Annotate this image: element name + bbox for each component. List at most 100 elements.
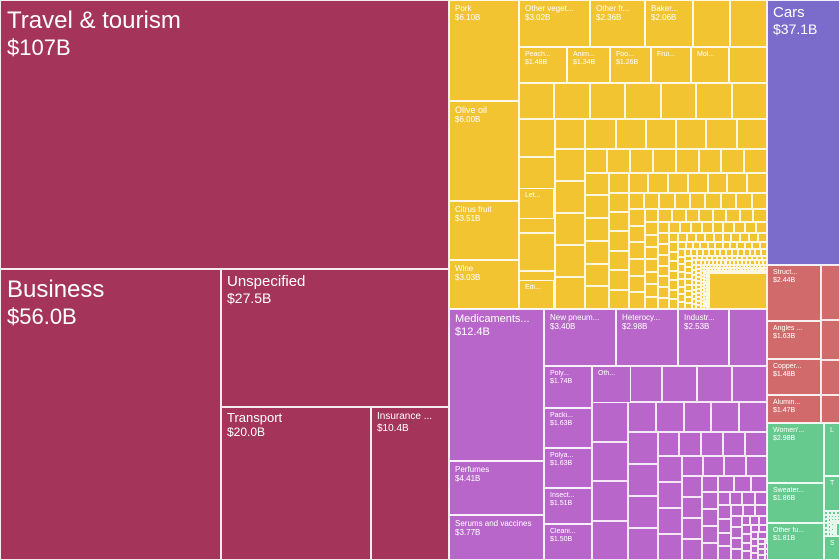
treemap-tile: [703, 264, 708, 268]
treemap-tile-lea[interactable]: Lea: [824, 423, 840, 476]
treemap-tile: [731, 549, 743, 560]
treemap-tile: [737, 242, 745, 250]
treemap-tile: [519, 83, 555, 119]
treemap-tile: [835, 520, 838, 524]
treemap-tile-t-s[interactable]: T-s: [824, 476, 840, 511]
treemap-tile-alumin[interactable]: Alumin... $1.47B: [767, 395, 821, 423]
treemap-tile-cleani[interactable]: Cleani... $1.50B: [544, 524, 592, 560]
treemap-tile: [628, 225, 645, 243]
treemap-tile-insurance[interactable]: Insurance ... $10.4B: [371, 407, 449, 560]
treemap-tile: [731, 527, 743, 539]
treemap-tile-struct[interactable]: Struct... $2.44B: [767, 265, 821, 321]
treemap-tile-business[interactable]: Business $56.0B: [0, 269, 221, 560]
treemap-tile: [833, 531, 837, 534]
treemap-tile: [628, 208, 645, 226]
tile-label: Women'...: [773, 427, 805, 434]
treemap-tile: [721, 148, 745, 173]
treemap-tile: [758, 538, 765, 544]
treemap-tile-sea[interactable]: Sea: [824, 536, 840, 560]
treemap-tile-unspecified[interactable]: Unspecified $27.5B: [221, 269, 449, 407]
treemap-tile: [831, 528, 834, 531]
treemap-tile: [696, 284, 701, 289]
treemap-tile-other-fr[interactable]: Other fr... $2.36B: [590, 0, 645, 47]
treemap-tile-wine[interactable]: Wine $3.03B: [449, 260, 519, 309]
treemap-tile: [836, 523, 840, 536]
treemap-tile: [725, 260, 730, 265]
treemap-tile: [833, 520, 836, 524]
treemap-tile-medicaments[interactable]: Medicaments... $12.4B: [449, 309, 544, 461]
treemap-tile: [727, 172, 748, 193]
treemap-tile-transport[interactable]: Transport $20.0B: [221, 407, 371, 560]
treemap-tile-perfumes[interactable]: Perfumes $4.41B: [449, 461, 544, 515]
treemap-tile: [755, 249, 762, 256]
treemap-tile: [721, 260, 726, 265]
treemap-tile-other-veget[interactable]: Other veget... $3.02B: [519, 0, 590, 47]
treemap-tile: [691, 284, 697, 290]
treemap-tile: [758, 554, 765, 560]
treemap-tile: [726, 255, 732, 261]
treemap-tile-foo[interactable]: Foo... $1.26B: [610, 47, 651, 83]
treemap-tile-anim[interactable]: Anim... $1.34B: [567, 47, 610, 83]
treemap-tile-pork[interactable]: Pork $6.10B: [449, 0, 519, 101]
treemap-tile-mol[interactable]: Mol...: [691, 47, 729, 83]
treemap-tile-olive-oil[interactable]: Olive oil $6.00B: [449, 101, 519, 201]
treemap-tile: [678, 279, 686, 287]
treemap-tile-frui[interactable]: Frui...: [651, 47, 691, 83]
treemap-tile: [736, 192, 752, 209]
treemap-tile-heterocy[interactable]: Heterocy... $2.98B: [616, 309, 678, 366]
treemap-tile: [645, 119, 677, 149]
treemap-tile-cars[interactable]: Cars $37.1B: [767, 0, 840, 265]
treemap-tile: [706, 297, 709, 300]
treemap-tile: [717, 475, 735, 492]
treemap-tile: [678, 249, 686, 257]
treemap-tile: [700, 295, 704, 299]
treemap-tile-industr[interactable]: Industr... $2.53B: [678, 309, 729, 366]
treemap-tile: [750, 260, 755, 265]
treemap-tile-insect[interactable]: Insect... $1.51B: [544, 488, 592, 524]
treemap-tile-let[interactable]: Let...: [519, 188, 554, 219]
treemap-tile: [743, 505, 756, 517]
tile-value: $3.02B: [525, 13, 551, 23]
treemap-tile: [690, 222, 702, 234]
treemap-tile: [821, 395, 840, 423]
treemap-tile-sweater[interactable]: Sweater... $1.86B: [767, 483, 824, 523]
treemap-tile-polya[interactable]: Polya... $1.63B: [544, 448, 592, 488]
treemap-tile: [700, 274, 704, 279]
treemap-tile: [691, 260, 697, 266]
treemap-tile: [696, 300, 701, 305]
treemap-tile-new-pneum[interactable]: New pneum... $3.40B: [544, 309, 616, 366]
treemap-tile-baker[interactable]: Baker... $2.06B: [645, 0, 693, 47]
treemap-tile-women[interactable]: Women'... $2.98B: [767, 423, 824, 483]
treemap-tile-poly[interactable]: Poly... $1.74B: [544, 366, 592, 408]
treemap-tile: [757, 264, 761, 268]
treemap-tile-citrus-fruit[interactable]: Citrus fruit $3.51B: [449, 201, 519, 260]
treemap-tile: [828, 532, 832, 536]
treemap-tile: [700, 288, 704, 292]
treemap-tile: [627, 366, 662, 402]
treemap-tile: [700, 267, 704, 272]
treemap-tile-edi[interactable]: Edi...: [519, 280, 554, 309]
treemap-tile: [700, 291, 704, 296]
treemap-tile: [762, 270, 765, 273]
tile-value: $6.00B: [455, 115, 481, 125]
treemap-tile: [657, 481, 682, 508]
treemap-tile-packi[interactable]: Packi... $1.63B: [544, 408, 592, 448]
treemap-tile: [831, 518, 835, 521]
treemap-tile: [681, 455, 704, 476]
treemap-tile-angles[interactable]: Angles ... $1.63B: [767, 321, 821, 359]
treemap-tile: [740, 270, 743, 273]
treemap-tile-other-fu[interactable]: Other fu... $1.81B: [767, 523, 824, 560]
treemap-tile-peach[interactable]: Peach... $1.48B: [519, 47, 567, 83]
treemap-tile-travel-tourism[interactable]: Travel & tourism $107B: [0, 0, 449, 269]
treemap-tile-oth[interactable]: Oth...: [592, 366, 631, 403]
treemap-tile: [750, 516, 759, 526]
treemap-tile-serums-and-vaccines[interactable]: Serums and vaccines $3.77B: [449, 515, 544, 560]
treemap-tile-copper[interactable]: Copper... $1.48B: [767, 359, 821, 395]
treemap-tile: [700, 260, 705, 265]
treemap-tile: [723, 431, 746, 456]
treemap-tile: [662, 366, 697, 402]
treemap-tile: [703, 292, 707, 296]
tile-label: Mol...: [697, 51, 715, 58]
treemap-tile: [679, 222, 691, 234]
treemap-tile: [701, 222, 713, 234]
